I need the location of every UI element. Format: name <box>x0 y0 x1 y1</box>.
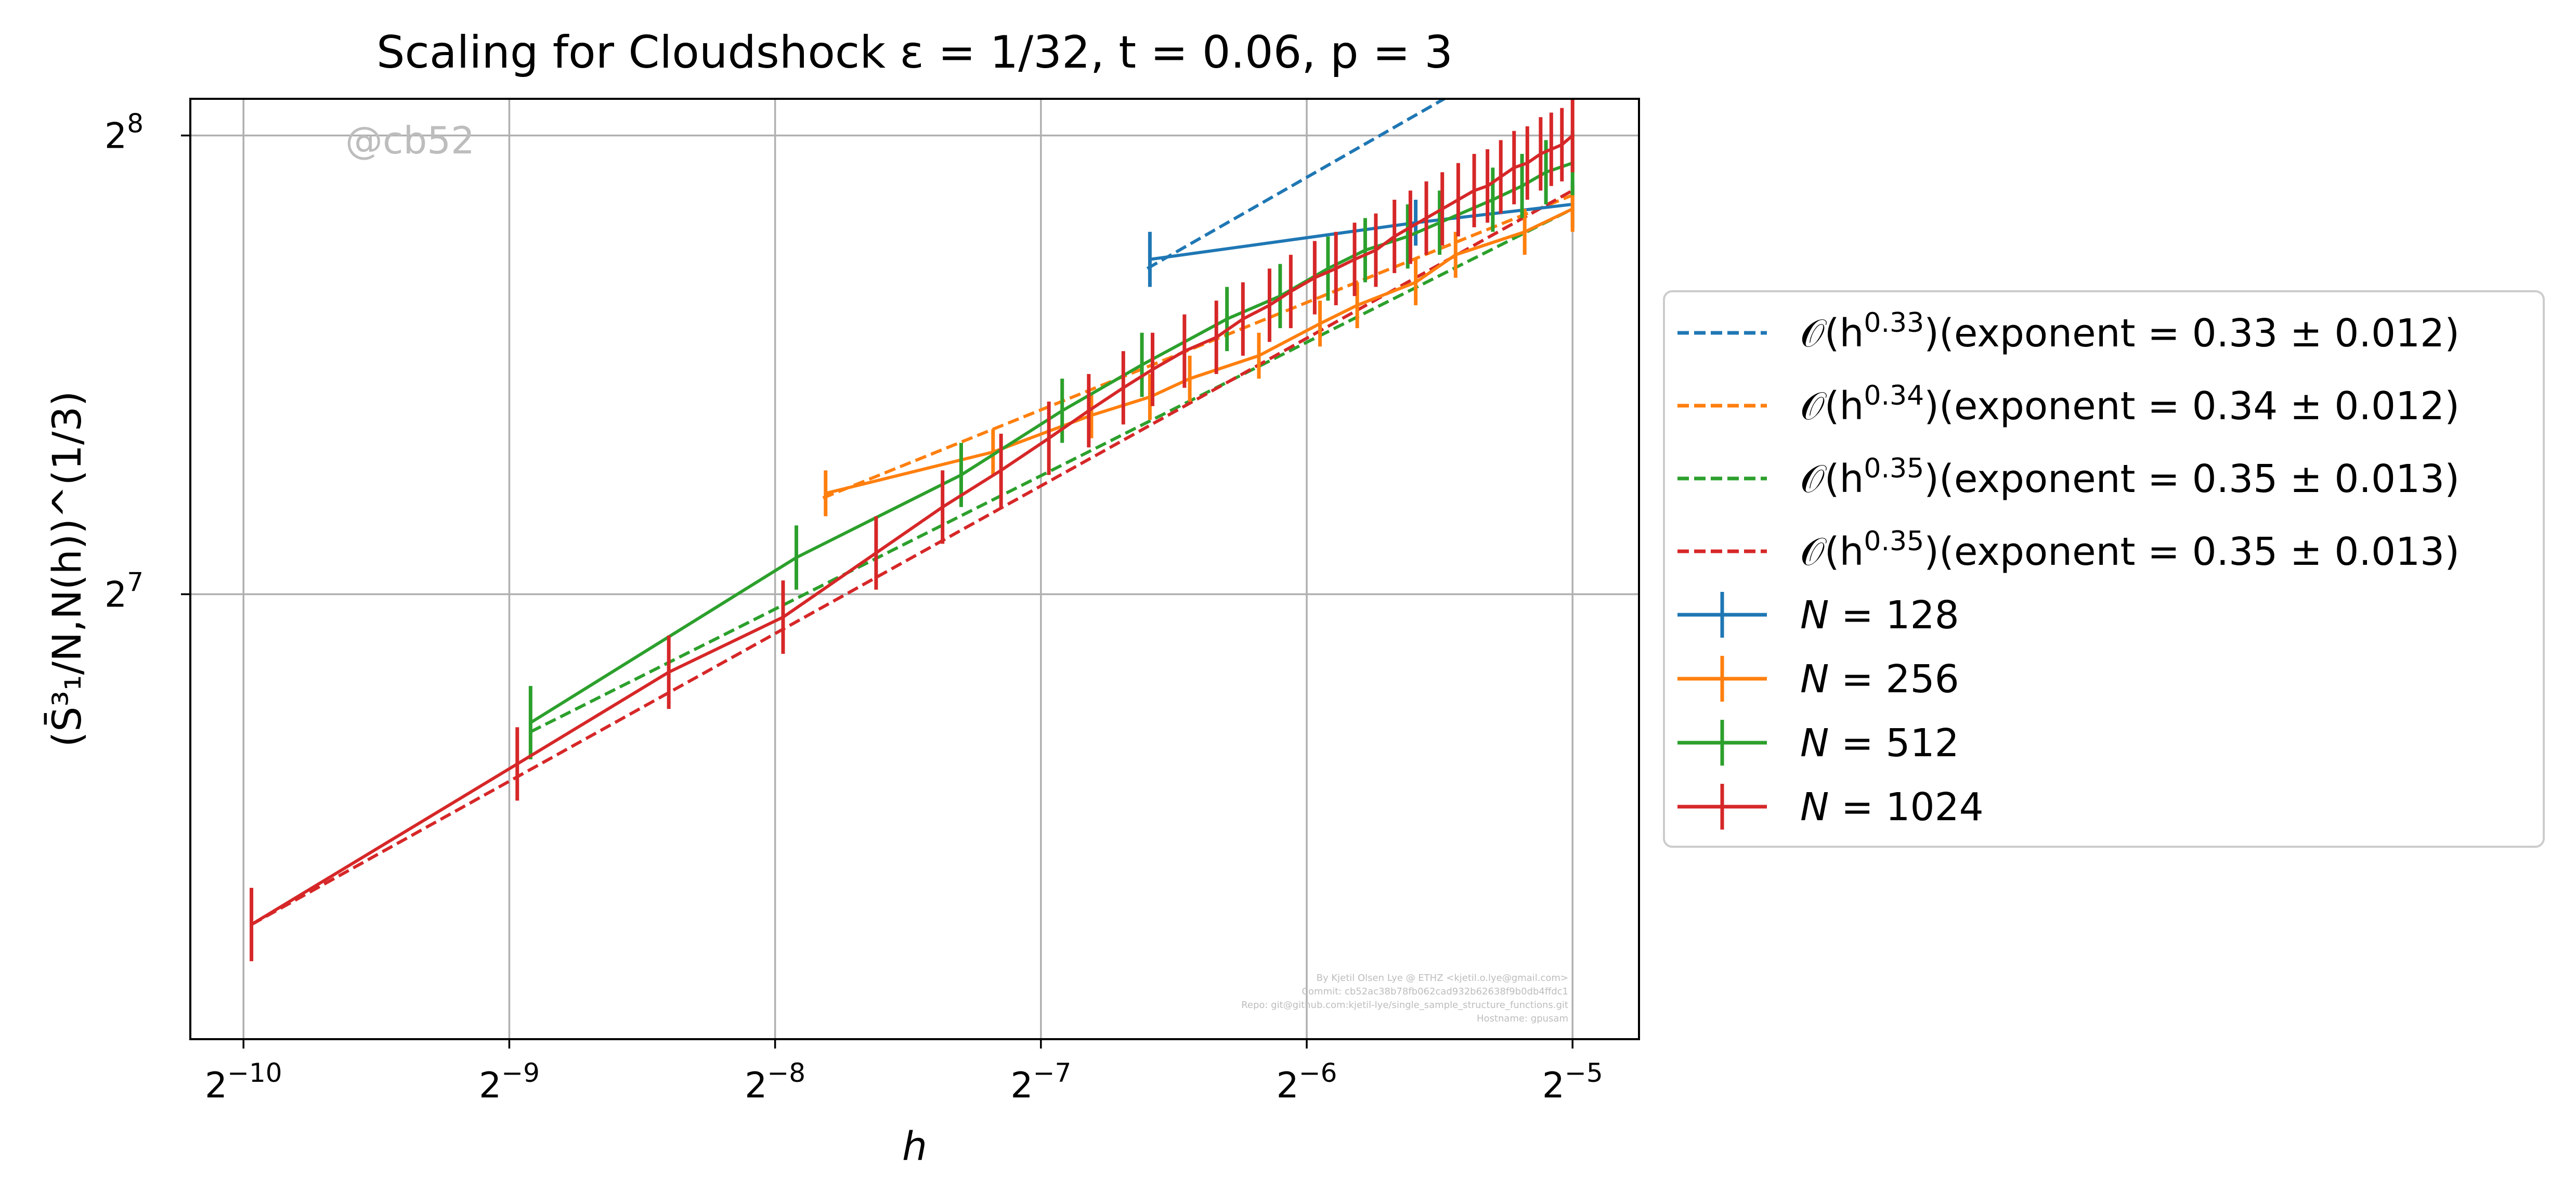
legend-fit-label: 𝒪(h0.35)(exponent = 0.35 ± 0.013) <box>1800 453 2460 501</box>
legend-series-label: N = 512 <box>1800 721 1959 766</box>
credit-line: Hostname: gpusam <box>1477 1013 1568 1024</box>
legend-series-label: N = 1024 <box>1800 785 1984 830</box>
watermark-layer: @cb52 <box>345 119 475 162</box>
plot-frame <box>189 98 1640 1040</box>
credit-line: Commit: cb52ac38b78fb062cad932b62638f9b0… <box>1302 986 1568 997</box>
legend: 𝒪(h0.33)(exponent = 0.33 ± 0.012) 𝒪(h0.34… <box>1663 290 2545 848</box>
legend-fit-label: 𝒪(h0.35)(exponent = 0.35 ± 0.013) <box>1800 526 2460 574</box>
fit-line <box>251 189 1573 926</box>
x-axis-label: h <box>902 1123 927 1169</box>
credit-line: Repo: git@github.com:kjetil-lye/single_s… <box>1241 1000 1568 1011</box>
y-tick-label: 27 <box>105 567 144 616</box>
legend-fit-label: 𝒪(h0.34)(exponent = 0.34 ± 0.012) <box>1800 380 2460 429</box>
credit-line: By Kjetil Olsen Lye @ ETHZ <kjetil.o.lye… <box>1317 973 1568 984</box>
series-lines <box>250 99 1575 962</box>
y-axis-ticks: 27 28 <box>105 109 190 616</box>
legend-series-label: N = 256 <box>1800 657 1959 702</box>
x-tick-label: 2−5 <box>1542 1058 1603 1106</box>
series-line <box>251 134 1574 926</box>
chart-title: Scaling for Cloudshock ε = 1/32, t = 0.0… <box>376 27 1453 79</box>
watermark: @cb52 <box>345 119 475 162</box>
plot-area <box>190 99 1639 1039</box>
fit-line <box>529 207 1573 733</box>
x-axis-ticks: 2−10 2−9 2−8 2−7 2−6 2−5 <box>205 1039 1603 1106</box>
y-tick-label: 28 <box>105 109 144 157</box>
x-tick-label: 2−6 <box>1277 1058 1337 1106</box>
y-axis-label: (S̄³₁/N,N(h))^(1/3) <box>43 391 90 747</box>
x-tick-label: 2−9 <box>479 1058 540 1106</box>
credits: By Kjetil Olsen Lye @ ETHZ <kjetil.o.lye… <box>1241 973 1568 1024</box>
legend-series-label: N = 128 <box>1800 593 1959 638</box>
x-tick-label: 2−8 <box>745 1058 805 1106</box>
legend-fit-label: 𝒪(h0.33)(exponent = 0.33 ± 0.012) <box>1800 307 2460 356</box>
legend-frame <box>1663 290 2545 848</box>
